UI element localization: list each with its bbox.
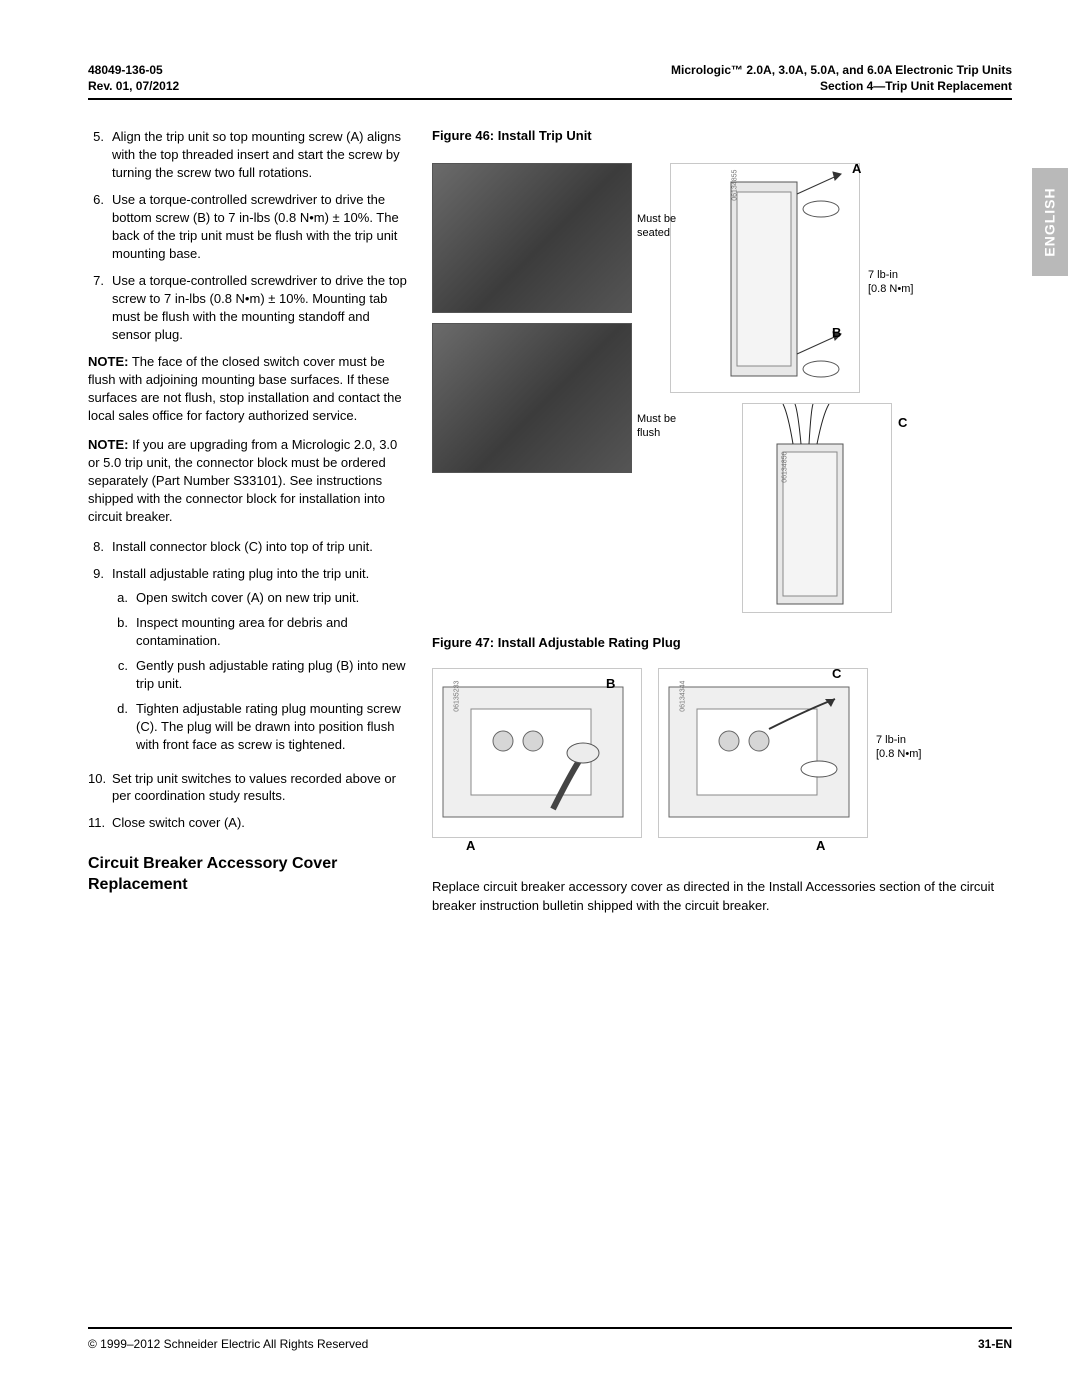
step-8: 8.Install connector block (C) into top o… xyxy=(88,538,408,556)
page-number: 31-EN xyxy=(978,1337,1012,1351)
step-9-sublist: a.Open switch cover (A) on new trip unit… xyxy=(112,589,408,754)
photo-flush xyxy=(432,323,632,473)
label-47-C: C xyxy=(832,666,841,682)
torque-46: 7 lb-in [0.8 N•m] xyxy=(868,269,913,295)
step-11: 11.Close switch cover (A). xyxy=(88,814,408,832)
diagram-connector-c xyxy=(742,403,892,613)
label-A: A xyxy=(852,161,861,177)
step-9d: d.Tighten adjustable rating plug mountin… xyxy=(112,700,408,754)
doc-title: Micrologic™ 2.0A, 3.0A, 5.0A, and 6.0A E… xyxy=(671,62,1012,78)
doc-revision: Rev. 01, 07/2012 xyxy=(88,78,179,94)
label-47-A-left: A xyxy=(466,838,475,854)
code-47-2: 06134344 xyxy=(679,681,687,712)
photo-seated xyxy=(432,163,632,313)
label-47-B: B xyxy=(606,676,615,692)
header-rule xyxy=(88,98,1012,100)
section-title: Circuit Breaker Accessory Cover Replacem… xyxy=(88,854,408,896)
page-header: 48049-136-05 Rev. 01, 07/2012 Micrologic… xyxy=(88,62,1012,94)
right-column: Figure 46: Install Trip Unit xyxy=(432,128,1012,914)
label-must-flush: Must be flush xyxy=(637,413,697,439)
diagram-rating-plug-left xyxy=(432,668,642,838)
step-9a: a.Open switch cover (A) on new trip unit… xyxy=(112,589,408,607)
label-C: C xyxy=(898,415,907,431)
page-footer: © 1999–2012 Schneider Electric All Right… xyxy=(88,1327,1012,1351)
figure-47-title: Figure 47: Install Adjustable Rating Plu… xyxy=(432,635,1012,650)
rating-left-svg xyxy=(433,669,643,839)
left-column: 5.Align the trip unit so top mounting sc… xyxy=(88,128,408,914)
footer-rule xyxy=(88,1327,1012,1329)
doc-section: Section 4—Trip Unit Replacement xyxy=(671,78,1012,94)
figure-47: B C A A 7 lb-in [0.8 N•m] 06135233 06134… xyxy=(432,662,1012,852)
code-2: 06134856 xyxy=(781,452,789,483)
label-must-seated: Must be seated xyxy=(637,213,687,239)
header-left: 48049-136-05 Rev. 01, 07/2012 xyxy=(88,62,179,94)
accessory-cover-paragraph: Replace circuit breaker accessory cover … xyxy=(432,878,1012,914)
figure-46: Must be seated Must be flush A B C 7 lb-… xyxy=(432,153,1012,623)
note-2: NOTE: If you are upgrading from a Microl… xyxy=(88,436,408,526)
step-9b: b.Inspect mounting area for debris and c… xyxy=(112,614,408,650)
diagram-rating-plug-right xyxy=(658,668,868,838)
step-9c: c.Gently push adjustable rating plug (B)… xyxy=(112,657,408,693)
content-area: 5.Align the trip unit so top mounting sc… xyxy=(88,128,1012,914)
code-47-1: 06135233 xyxy=(453,681,461,712)
figure-46-title: Figure 46: Install Trip Unit xyxy=(432,128,1012,143)
connector-svg xyxy=(743,404,893,614)
instruction-list: 5.Align the trip unit so top mounting sc… xyxy=(88,128,408,343)
rating-right-svg xyxy=(659,669,869,839)
label-47-A-right: A xyxy=(816,838,825,854)
step-9: 9.Install adjustable rating plug into th… xyxy=(88,565,408,760)
step-10: 10.Set trip unit switches to values reco… xyxy=(88,770,408,806)
label-B: B xyxy=(832,325,841,341)
step-6: 6.Use a torque-controlled screwdriver to… xyxy=(88,191,408,263)
torque-47: 7 lb-in [0.8 N•m] xyxy=(876,734,921,760)
trip-unit-svg xyxy=(671,164,861,394)
diagram-trip-unit-ab xyxy=(670,163,860,393)
language-label: ENGLISH xyxy=(1042,187,1058,256)
language-tab: ENGLISH xyxy=(1032,168,1068,276)
instruction-list-cont: 8.Install connector block (C) into top o… xyxy=(88,538,408,832)
copyright: © 1999–2012 Schneider Electric All Right… xyxy=(88,1337,368,1351)
note-1: NOTE: The face of the closed switch cove… xyxy=(88,353,408,425)
step-5: 5.Align the trip unit so top mounting sc… xyxy=(88,128,408,182)
code-1: 06134855 xyxy=(731,170,739,201)
header-right: Micrologic™ 2.0A, 3.0A, 5.0A, and 6.0A E… xyxy=(671,62,1012,94)
doc-number: 48049-136-05 xyxy=(88,62,179,78)
step-7: 7.Use a torque-controlled screwdriver to… xyxy=(88,272,408,344)
